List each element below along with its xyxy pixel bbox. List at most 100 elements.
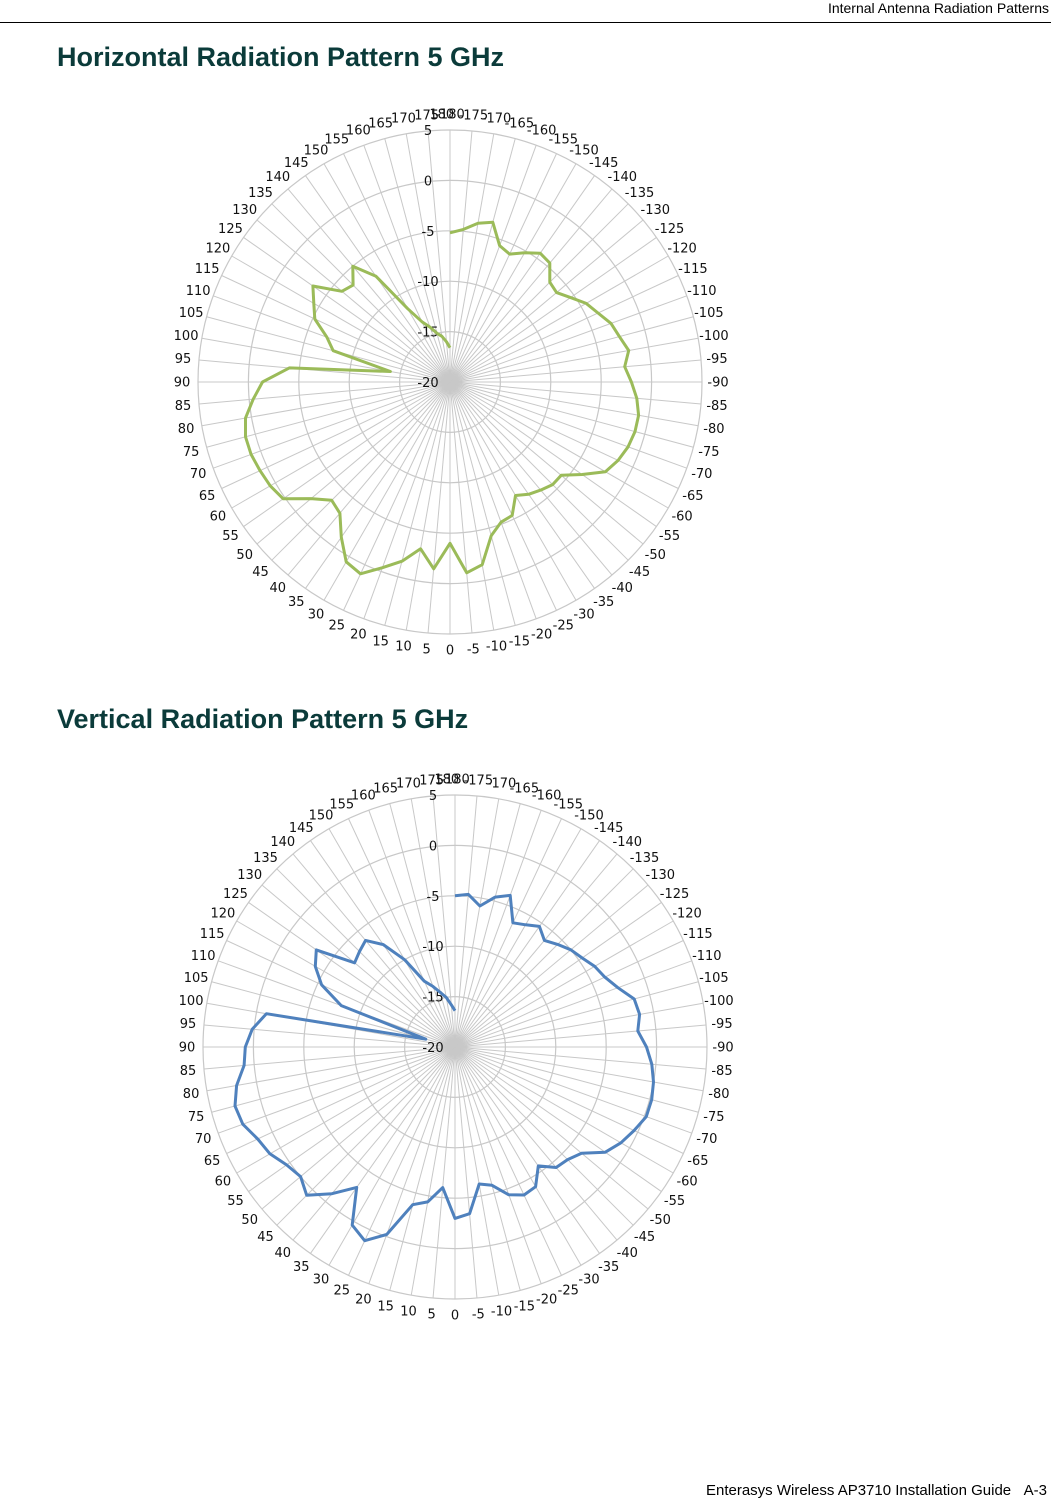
- grid-spoke: [203, 1024, 456, 1048]
- grid-spoke: [432, 1046, 456, 1299]
- grid-spoke: [454, 1046, 692, 1134]
- grid-spoke: [276, 868, 456, 1048]
- grid-spoke: [454, 1046, 684, 1154]
- angle-tick-label: -35: [598, 1260, 619, 1275]
- angle-tick-label: 170: [396, 777, 421, 792]
- angle-tick-label: 40: [269, 581, 286, 596]
- angle-tick-label: -135: [625, 186, 655, 201]
- grid-spoke: [256, 219, 451, 383]
- angle-tick-label: -30: [573, 608, 594, 623]
- angle-tick-label: 50: [241, 1213, 258, 1228]
- grid-spoke: [248, 1046, 456, 1192]
- grid-spoke: [454, 1046, 649, 1210]
- grid-spoke: [449, 381, 694, 448]
- series-line: [244, 220, 641, 576]
- grid-spoke: [201, 381, 451, 427]
- angle-tick-label: -80: [703, 422, 724, 437]
- grid-spoke: [449, 381, 644, 545]
- grid-spoke: [231, 255, 451, 383]
- angle-tick-label: -65: [687, 1154, 708, 1169]
- grid-spoke: [287, 381, 451, 576]
- grid-spoke: [218, 960, 456, 1048]
- angle-tick-label: -10: [491, 1304, 512, 1319]
- page-footer: Enterasys Wireless AP3710 Installation G…: [706, 1482, 1047, 1499]
- angle-tick-label: -70: [691, 467, 712, 482]
- angle-tick-label: 145: [289, 821, 314, 836]
- grid-spoke: [323, 163, 451, 383]
- grid-spoke: [454, 1046, 662, 1192]
- angle-tick-label: -100: [699, 329, 729, 344]
- angle-tick-label: 75: [183, 445, 200, 460]
- grid-spoke: [261, 884, 456, 1048]
- grid-spoke: [226, 1046, 456, 1154]
- angle-tick-label: -175: [459, 109, 489, 124]
- angle-tick-label: -145: [589, 156, 619, 171]
- angle-tick-label: -170: [487, 777, 517, 792]
- grid-spoke: [201, 337, 451, 383]
- grid-spoke: [454, 840, 600, 1048]
- radial-tick-label: -20: [417, 376, 438, 391]
- angle-tick-label: -115: [678, 262, 708, 277]
- grid-spoke: [328, 828, 456, 1048]
- grid-spoke: [248, 902, 456, 1048]
- grid-spoke: [454, 803, 521, 1048]
- grid-spoke: [221, 275, 451, 383]
- angle-tick-label: -15: [509, 634, 530, 649]
- grid-spoke: [271, 203, 451, 383]
- grid-spoke: [449, 237, 657, 383]
- angle-tick-label: -30: [578, 1273, 599, 1288]
- angle-tick-label: 35: [288, 595, 305, 610]
- angle-tick-label: 115: [195, 262, 220, 277]
- angle-tick-label: 75: [188, 1110, 205, 1125]
- angle-tick-label: 80: [178, 422, 195, 437]
- angle-tick-label: -95: [706, 352, 727, 367]
- angle-tick-label: -25: [558, 1283, 579, 1298]
- angle-tick-label: -40: [612, 581, 633, 596]
- angle-tick-label: 35: [293, 1260, 310, 1275]
- grid-spoke: [432, 795, 456, 1048]
- angle-tick-label: 120: [210, 907, 235, 922]
- angle-tick-label: -130: [641, 203, 671, 218]
- grid-spoke: [449, 130, 473, 383]
- angle-tick-label: -140: [613, 835, 643, 850]
- grid-spoke: [454, 1046, 542, 1284]
- grid-spoke: [454, 1046, 500, 1296]
- angle-tick-label: -60: [671, 510, 692, 525]
- grid-spoke: [449, 133, 495, 383]
- angle-tick-label: -150: [574, 808, 604, 823]
- grid-spoke: [449, 381, 577, 601]
- angle-tick-label: 60: [210, 510, 227, 525]
- angle-tick-label: 120: [205, 242, 230, 257]
- grid-spoke: [261, 1046, 456, 1210]
- grid-spoke: [410, 1046, 456, 1296]
- angle-tick-label: -50: [645, 548, 666, 563]
- angle-tick-label: 140: [265, 170, 290, 185]
- angle-tick-label: 135: [248, 186, 273, 201]
- angle-tick-label: 0: [451, 1309, 459, 1324]
- angle-tick-label: 135: [253, 851, 278, 866]
- angle-tick-label: -145: [594, 821, 624, 836]
- grid-spoke: [231, 381, 451, 509]
- angle-tick-label: 70: [195, 1132, 212, 1147]
- grid-spoke: [449, 145, 537, 383]
- vertical-pattern-title: Vertical Radiation Pattern 5 GHz: [57, 704, 469, 734]
- angle-tick-label: 90: [174, 376, 191, 391]
- angle-tick-label: -155: [554, 798, 584, 813]
- angle-tick-label: -55: [659, 529, 680, 544]
- grid-spoke: [323, 381, 451, 601]
- grid-spoke: [449, 381, 679, 489]
- grid-spoke: [348, 818, 456, 1048]
- angle-tick-label: -120: [672, 907, 702, 922]
- grid-spoke: [449, 138, 516, 383]
- angle-tick-label: -75: [698, 445, 719, 460]
- grid-spoke: [292, 1046, 456, 1241]
- grid-spoke: [236, 1046, 456, 1174]
- grid-spoke: [449, 381, 687, 469]
- angle-tick-label: -110: [687, 284, 717, 299]
- grid-spoke: [206, 381, 451, 448]
- grid-spoke: [287, 188, 451, 383]
- grid-spoke: [368, 810, 456, 1048]
- horizontal-pattern-title: Horizontal Radiation Pattern 5 GHz: [57, 42, 505, 72]
- angle-tick-label: 165: [368, 117, 393, 132]
- grid-spoke: [454, 1002, 704, 1048]
